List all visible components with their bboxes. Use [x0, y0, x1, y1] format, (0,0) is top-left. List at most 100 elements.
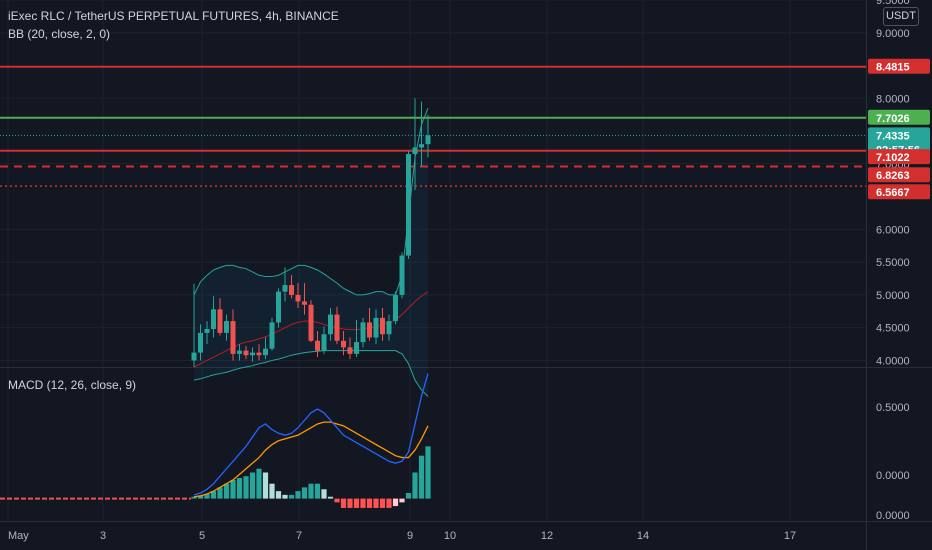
macd-histogram-bar — [347, 498, 353, 508]
candle-body — [217, 309, 223, 333]
macd-histogram-bar — [366, 498, 373, 508]
macd-histogram-bar — [321, 489, 327, 499]
macd-histogram-bar — [314, 483, 321, 499]
candle-body — [321, 334, 327, 351]
macd-histogram-bar — [288, 494, 295, 499]
time-tick-label: 7 — [296, 530, 302, 542]
price-tag-label: 6.8263 — [876, 170, 910, 182]
candle-body — [289, 285, 294, 295]
macd-signal-line — [193, 421, 429, 498]
candle-body — [380, 317, 385, 335]
candle-body — [308, 304, 314, 341]
candle-body — [373, 317, 379, 338]
time-tick-label: May — [8, 530, 29, 542]
macd-histogram-bar — [295, 491, 301, 499]
time-tick-label: 9 — [407, 530, 413, 542]
candles-group — [191, 98, 431, 367]
macd-histogram-bar — [301, 487, 308, 499]
bb-lower-line — [193, 350, 429, 397]
time-tick-label: 10 — [444, 530, 456, 542]
symbol-title: iExec RLC / TetherUS PERPETUAL FUTURES, … — [8, 9, 339, 23]
candle-body — [276, 291, 281, 323]
price-tag-label: 6.5667 — [876, 187, 910, 199]
candle-body — [211, 309, 216, 329]
macd-histogram-bar — [230, 479, 236, 499]
candle-body — [386, 321, 392, 335]
candle-body — [315, 340, 320, 351]
macd-histogram-bar — [204, 493, 210, 499]
candle-body — [347, 347, 353, 354]
price-tick-label: 8.0000 — [876, 93, 910, 105]
macd-tick-label: 0.0000 — [876, 510, 910, 522]
macd-histogram-bar — [210, 491, 217, 499]
price-tick-label: 9.0000 — [876, 28, 910, 40]
bb-indicator-label[interactable]: BB (20, close, 2, 0) — [8, 27, 111, 41]
macd-histogram-bar — [243, 476, 249, 499]
candle-body — [334, 314, 340, 341]
macd-histogram-bar — [379, 498, 386, 508]
macd-histogram-bar — [412, 472, 418, 499]
candle-body — [282, 285, 288, 292]
price-tick-label: 4.5000 — [876, 323, 910, 335]
candle-body — [224, 321, 229, 333]
macd-histogram-bar — [360, 498, 366, 508]
currency-button[interactable]: USDT — [883, 7, 919, 26]
macd-histogram-bar — [373, 498, 379, 508]
candle-body — [243, 350, 249, 356]
macd-histogram-bar — [236, 478, 243, 499]
time-tick-label: 14 — [637, 530, 649, 542]
candle-body — [269, 322, 275, 349]
candle-body — [367, 322, 372, 338]
candle-body — [341, 340, 346, 348]
macd-histogram-bar — [386, 498, 392, 508]
macd-indicator-label[interactable]: MACD (12, 26, close, 9) — [8, 378, 137, 392]
macd-histogram-bar — [327, 496, 334, 499]
candle-body — [328, 314, 333, 335]
macd-histogram-bar — [392, 498, 399, 507]
macd-histogram-bar — [308, 483, 314, 499]
candle-body — [360, 322, 366, 343]
price-tick-label: 9.5000 — [876, 0, 910, 7]
candle-body — [198, 332, 203, 353]
macd-histogram-bar — [191, 496, 197, 499]
macd-histogram-bar — [249, 472, 256, 499]
price-tag-label: 8.4815 — [876, 62, 910, 74]
price-tick-label: 5.0000 — [876, 290, 910, 302]
price-tag-resistance — [868, 184, 930, 200]
candle-body — [399, 255, 405, 295]
price-tick-label: 5.5000 — [876, 257, 910, 269]
macd-line — [193, 373, 429, 496]
macd-histogram-bar — [197, 495, 204, 499]
macd-tick-label: 0.0000 — [876, 470, 910, 482]
candle-body — [263, 348, 268, 356]
bb-upper-line — [193, 107, 429, 296]
candle-body — [354, 342, 359, 354]
time-tick-label: 12 — [541, 530, 553, 542]
candle-body — [419, 144, 424, 148]
macd-histogram-bar — [399, 498, 405, 503]
price-tick-label: 6.0000 — [876, 224, 910, 236]
macd-histogram-bar — [405, 493, 412, 499]
time-tick-label: 3 — [100, 530, 106, 542]
candle-body — [295, 294, 301, 302]
macd-histogram-bar — [269, 483, 275, 499]
price-tag-resistance — [868, 167, 930, 183]
candle-body — [191, 352, 197, 361]
macd-histogram-bar — [418, 455, 425, 499]
macd-histogram-bar — [262, 472, 269, 499]
candle-body — [204, 328, 210, 333]
macd-histogram-bar — [217, 487, 223, 499]
candle-body — [256, 352, 262, 356]
candle-body — [406, 154, 411, 256]
candle-body — [237, 350, 242, 354]
candle-body — [412, 147, 418, 155]
macd-tick-label: 0.5000 — [876, 402, 910, 414]
macd-histogram-bar — [340, 498, 347, 508]
price-tag-label: 7.7026 — [876, 113, 910, 125]
price-tag-label: 7.4335 — [876, 130, 910, 142]
price-tag-label: 7.1022 — [876, 152, 910, 164]
macd-histogram-bar — [282, 494, 288, 499]
price-tag-support — [868, 109, 930, 125]
candle-body — [425, 135, 431, 145]
